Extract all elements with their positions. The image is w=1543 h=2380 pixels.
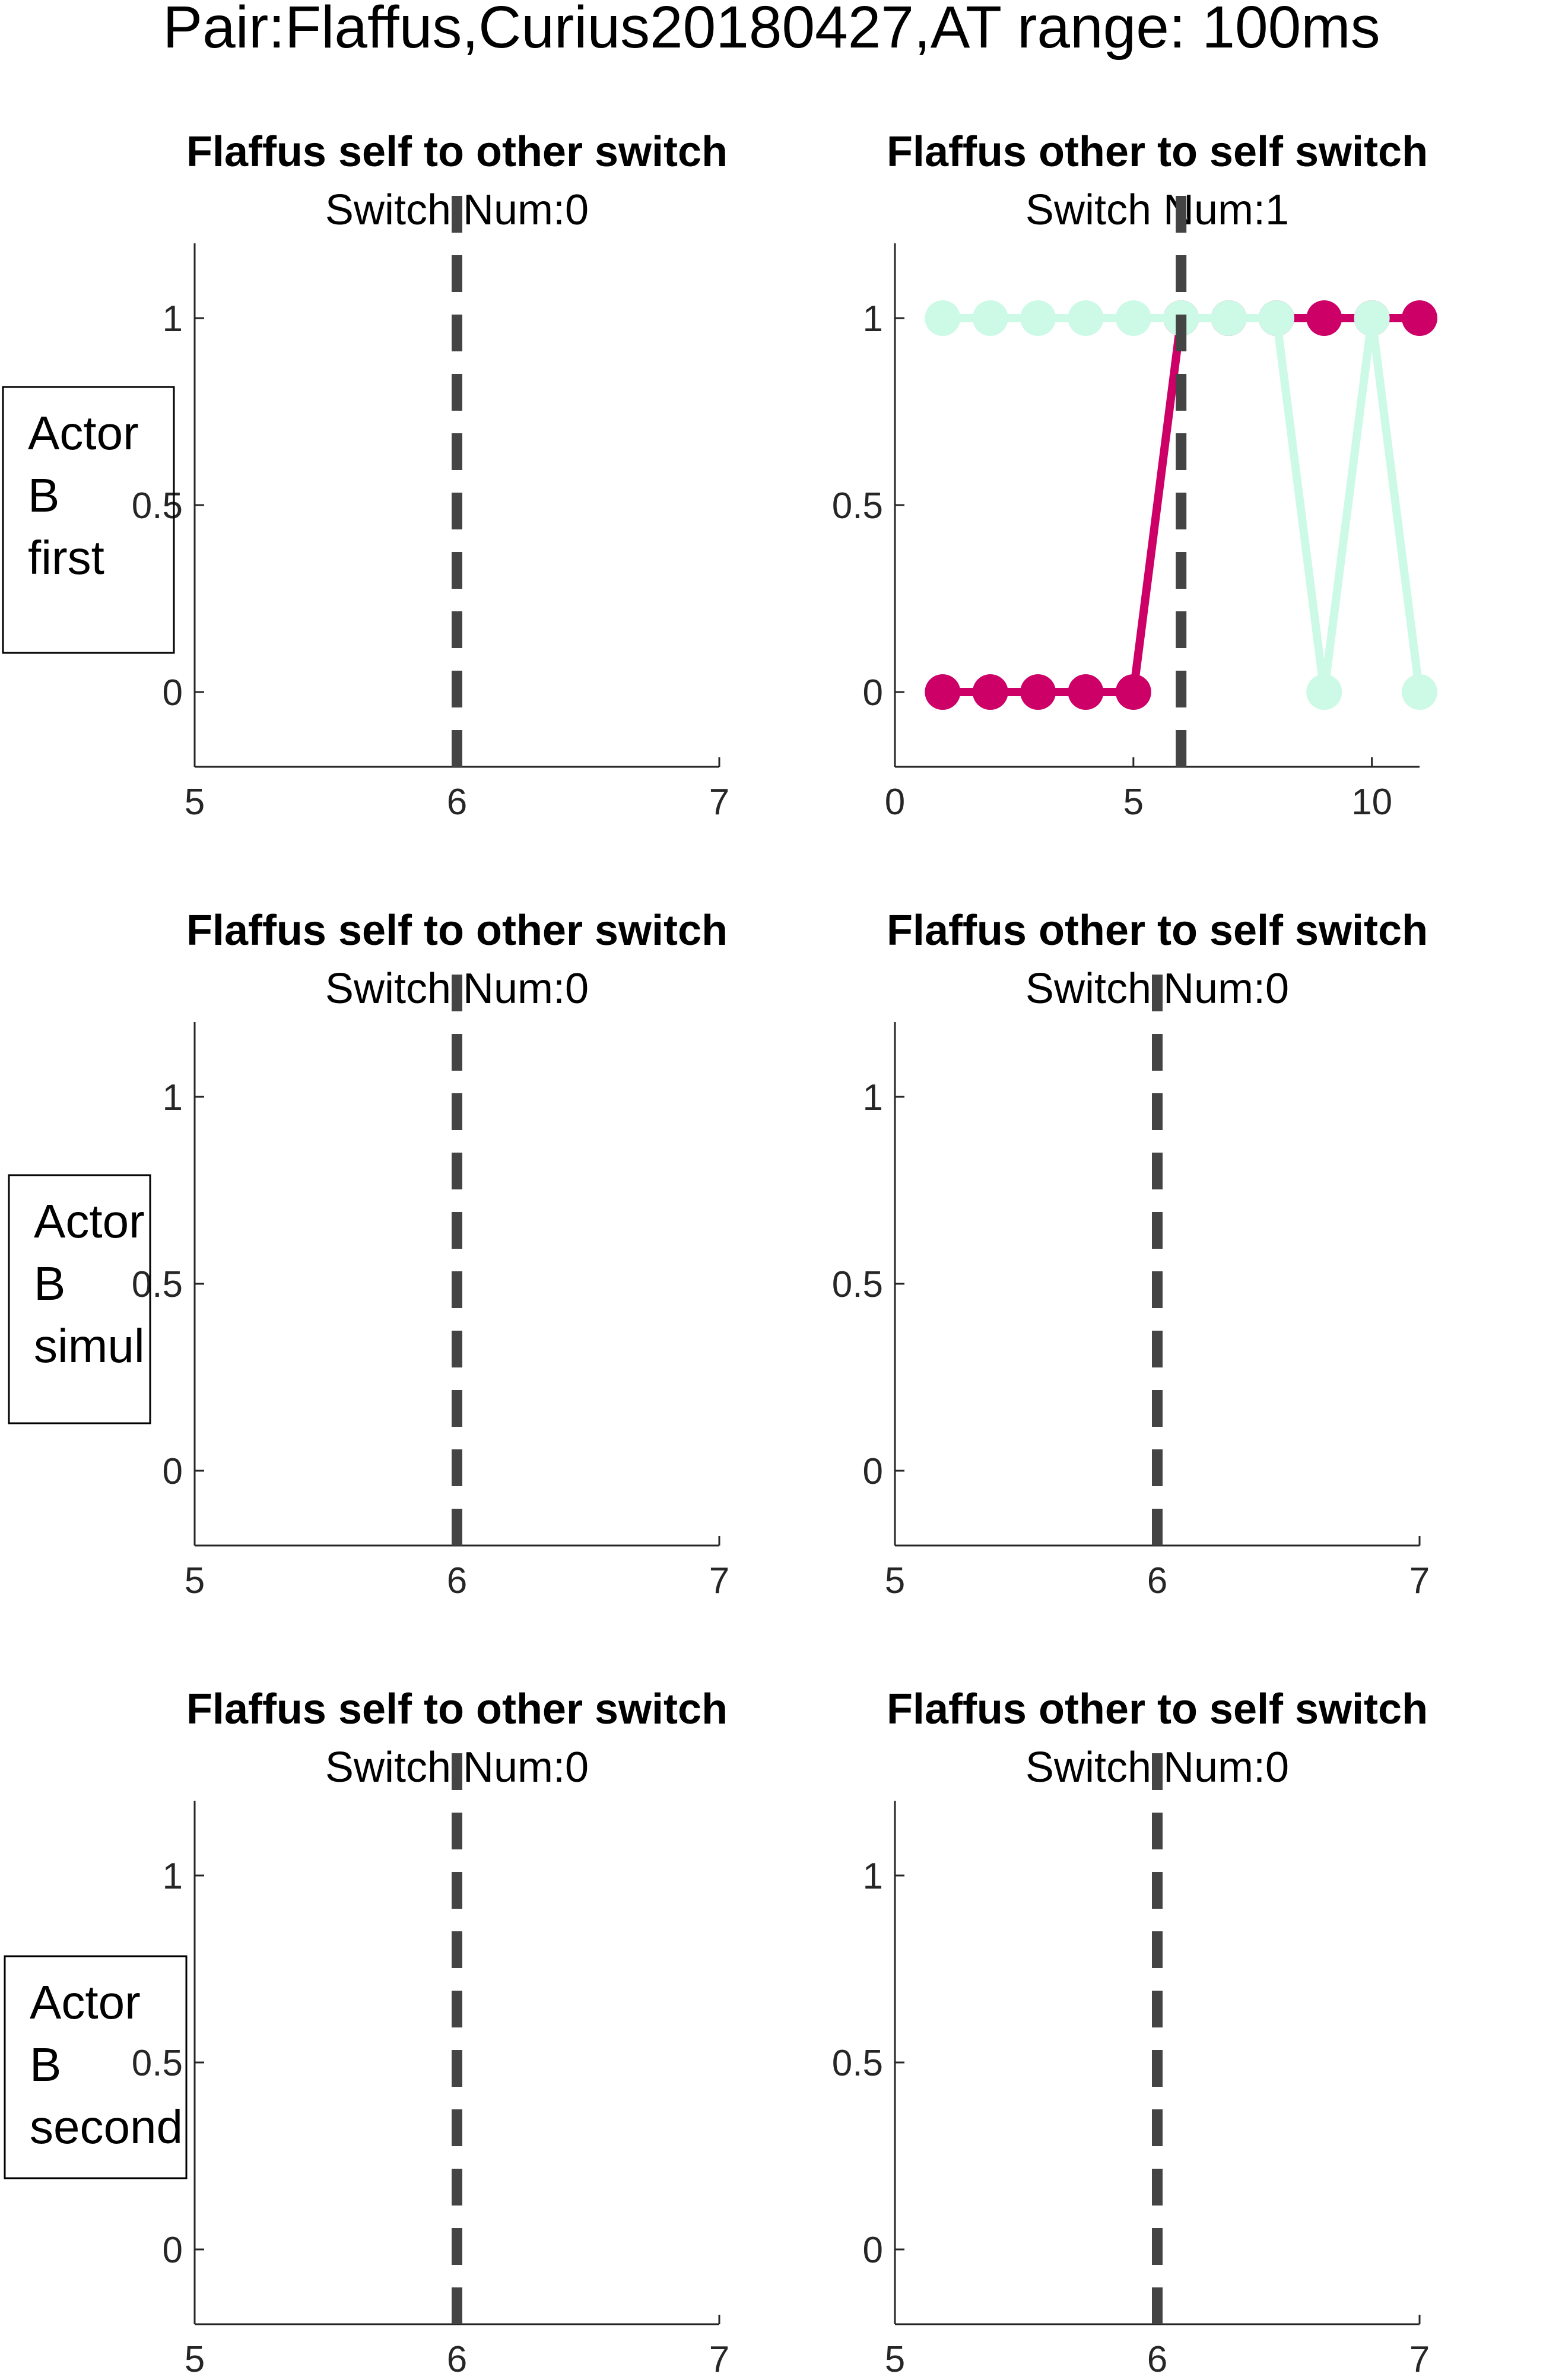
panel-title: Flaffus self to other switch xyxy=(186,128,728,176)
y-tick-label: 0.5 xyxy=(132,2043,183,2084)
x-tick-label: 5 xyxy=(185,1560,205,1601)
x-tick-label: 6 xyxy=(447,782,467,823)
row-label-border xyxy=(4,1955,188,2179)
data-point xyxy=(1020,300,1056,336)
x-tick-label: 5 xyxy=(185,782,205,823)
data-point xyxy=(972,300,1008,336)
data-point xyxy=(1115,300,1151,336)
data-point xyxy=(1306,674,1342,710)
x-tick-label: 7 xyxy=(1409,2339,1430,2380)
x-tick-label: 10 xyxy=(1351,782,1392,823)
data-point xyxy=(1306,300,1342,336)
panel-subtitle: Switch Num:1 xyxy=(1026,186,1289,234)
panel-title: Flaffus other to self switch xyxy=(887,1686,1428,1733)
x-tick-label: 6 xyxy=(447,1560,467,1601)
data-point xyxy=(925,300,961,336)
x-tick-label: 7 xyxy=(709,782,729,823)
figure-title: Pair:Flaffus,Curius20180427,AT range: 10… xyxy=(163,0,1380,61)
y-tick-label: 1 xyxy=(163,1856,183,1897)
y-tick-label: 0.5 xyxy=(832,1264,883,1305)
data-point xyxy=(1354,300,1390,336)
y-tick-label: 0 xyxy=(163,1451,183,1492)
row-label-line: Actor xyxy=(34,1195,145,1248)
data-point xyxy=(1258,300,1294,336)
row-label-line: second xyxy=(30,2100,183,2153)
data-point xyxy=(1211,300,1247,336)
data-point xyxy=(1068,674,1104,710)
chart-panel: Flaffus other to self switch Switch Num:1… xyxy=(832,128,1437,823)
y-tick-label: 1 xyxy=(163,1077,183,1118)
y-tick-label: 0 xyxy=(863,1451,883,1492)
x-tick-label: 7 xyxy=(1409,1560,1430,1601)
panel-title: Flaffus self to other switch xyxy=(186,907,728,954)
row-label-border xyxy=(8,1174,151,1424)
y-tick-label: 0 xyxy=(163,2230,183,2271)
data-point xyxy=(925,674,961,710)
data-point xyxy=(1402,674,1437,710)
data-point xyxy=(1402,300,1437,336)
x-tick-label: 6 xyxy=(1147,1560,1167,1601)
x-tick-label: 5 xyxy=(1123,782,1144,823)
row-label-line: Actor xyxy=(30,1976,141,2029)
row-label-line: Actor xyxy=(28,407,139,459)
y-tick-label: 0.5 xyxy=(132,485,183,526)
row-label-border xyxy=(2,386,175,654)
x-tick-label: 5 xyxy=(885,1560,905,1601)
row-label-line: first xyxy=(28,531,104,584)
y-tick-label: 1 xyxy=(863,1077,883,1118)
x-tick-label: 6 xyxy=(447,2339,467,2380)
panel-title: Flaffus other to self switch xyxy=(887,907,1428,954)
y-tick-label: 1 xyxy=(863,1856,883,1897)
row-label-line: B xyxy=(34,1257,65,1310)
row-label-line: B xyxy=(28,469,59,522)
x-tick-label: 7 xyxy=(709,2339,729,2380)
y-tick-label: 1 xyxy=(863,299,883,339)
row-label-line: simul xyxy=(34,1319,145,1372)
row-label-line: B xyxy=(30,2038,61,2091)
data-point xyxy=(1115,674,1151,710)
y-tick-label: 0 xyxy=(163,672,183,713)
x-tick-label: 7 xyxy=(709,1560,729,1601)
y-tick-label: 1 xyxy=(163,299,183,339)
y-tick-label: 0 xyxy=(863,672,883,713)
data-point xyxy=(972,674,1008,710)
panel-title: Flaffus self to other switch xyxy=(186,1686,728,1733)
x-tick-label: 6 xyxy=(1147,2339,1167,2380)
panel-title: Flaffus other to self switch xyxy=(887,128,1428,176)
y-tick-label: 0.5 xyxy=(832,2043,883,2084)
y-tick-label: 0.5 xyxy=(832,485,883,526)
data-point xyxy=(1020,674,1056,710)
y-tick-label: 0 xyxy=(863,2230,883,2271)
y-tick-label: 0.5 xyxy=(132,1264,183,1305)
x-tick-label: 5 xyxy=(885,2339,905,2380)
data-point xyxy=(1068,300,1104,336)
x-tick-label: 5 xyxy=(185,2339,205,2380)
x-tick-label: 0 xyxy=(885,782,905,823)
